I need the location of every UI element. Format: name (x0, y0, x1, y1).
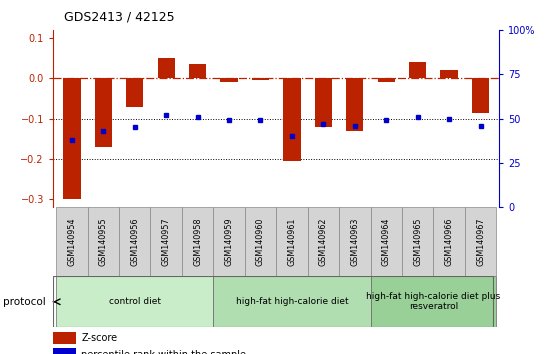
Bar (307, 207, 339, 276)
Bar (88, 207, 119, 276)
Text: GSM140965: GSM140965 (413, 217, 422, 266)
Bar (53, 348, 76, 354)
Bar (95, 78, 112, 147)
Bar (339, 207, 371, 276)
Bar (283, 78, 301, 161)
Text: GDS2413 / 42125: GDS2413 / 42125 (64, 11, 175, 24)
Bar (402, 207, 434, 276)
Text: GSM140966: GSM140966 (445, 217, 454, 266)
Text: protocol: protocol (3, 297, 46, 307)
Text: GSM140967: GSM140967 (476, 217, 485, 266)
Text: GSM140958: GSM140958 (193, 217, 202, 266)
Bar (63, 78, 80, 199)
Bar (434, 207, 465, 276)
Bar (245, 207, 276, 276)
Bar (56, 207, 88, 276)
Text: GSM140959: GSM140959 (224, 217, 234, 266)
Bar (276, 207, 307, 276)
Text: GSM140960: GSM140960 (256, 217, 265, 266)
Bar (371, 207, 402, 276)
Text: GSM140961: GSM140961 (287, 217, 296, 266)
Bar (440, 70, 458, 78)
Bar (157, 58, 175, 78)
Bar (252, 78, 269, 80)
Text: percentile rank within the sample: percentile rank within the sample (81, 350, 246, 354)
Text: GSM140954: GSM140954 (68, 217, 76, 266)
Text: control diet: control diet (109, 297, 161, 306)
Text: GSM140963: GSM140963 (350, 217, 359, 266)
Bar (315, 78, 332, 127)
Bar (56, 276, 213, 327)
Bar (119, 207, 151, 276)
Bar (346, 78, 363, 131)
Bar (182, 207, 213, 276)
Bar (126, 78, 143, 107)
Text: GSM140955: GSM140955 (99, 217, 108, 266)
Text: Z-score: Z-score (81, 333, 117, 343)
Bar (371, 276, 496, 327)
Bar (220, 78, 238, 82)
Bar (465, 207, 496, 276)
Bar (53, 331, 76, 344)
Text: high-fat high-calorie diet: high-fat high-calorie diet (235, 297, 348, 306)
Bar (213, 207, 245, 276)
Bar (472, 78, 489, 113)
Text: GSM140957: GSM140957 (162, 217, 171, 266)
Bar (189, 64, 206, 78)
Bar (378, 78, 395, 82)
Bar (213, 276, 371, 327)
Text: GSM140956: GSM140956 (130, 217, 140, 266)
Text: GSM140964: GSM140964 (382, 217, 391, 266)
Bar (151, 207, 182, 276)
Bar (409, 62, 426, 78)
Text: GSM140962: GSM140962 (319, 217, 328, 266)
Text: high-fat high-calorie diet plus
resveratrol: high-fat high-calorie diet plus resverat… (366, 292, 501, 312)
